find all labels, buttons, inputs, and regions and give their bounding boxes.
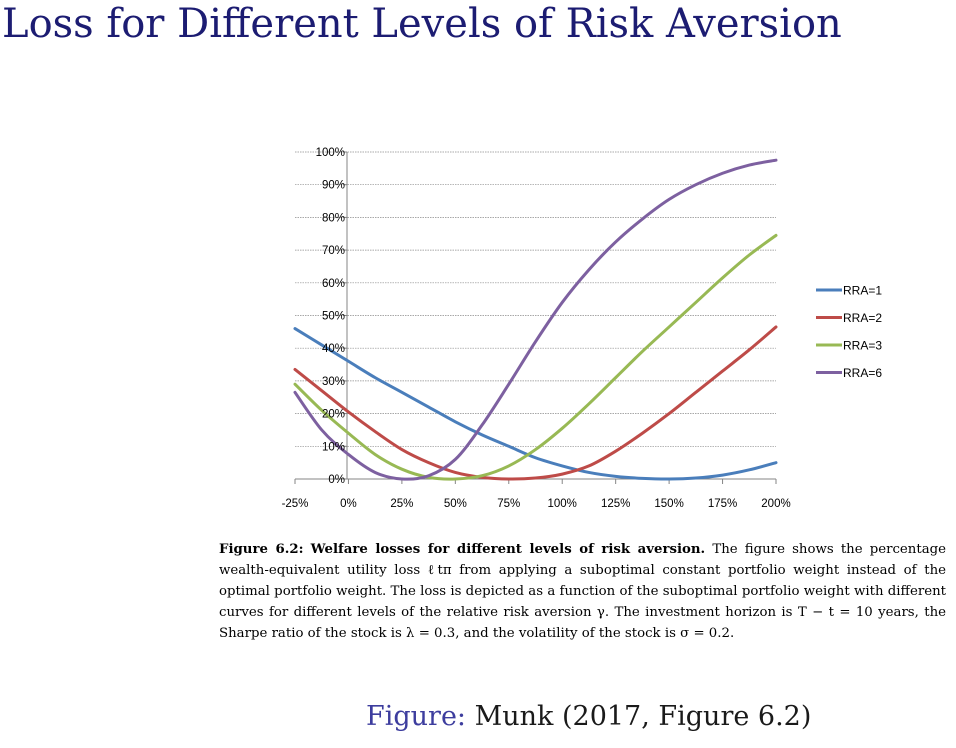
tick-labels: 0% 10% 20% 30% 40% 50% 60% 70% 80% 90% 100% -25% 0% 2…	[282, 147, 791, 510]
y-tick-label: 30%	[322, 376, 345, 388]
source-text: Munk (2017, Figure 6.2)	[474, 701, 812, 732]
y-tick-label: 80%	[322, 212, 345, 224]
y-tick-label: 40%	[322, 343, 345, 355]
source-citation: Figure: Munk (2017, Figure 6.2)	[366, 700, 811, 734]
x-tick-label: 0%	[340, 498, 357, 510]
x-tick-label: 100%	[548, 498, 577, 510]
legend-label-rra-1: RRA=1	[843, 284, 882, 298]
y-tick-label: 20%	[322, 409, 345, 421]
x-tick-label: 25%	[390, 498, 413, 510]
y-tick-label: 10%	[322, 441, 345, 453]
y-tick-label: 70%	[322, 245, 345, 257]
caption-bold-title: Welfare losses for different levels of r…	[310, 542, 706, 557]
x-tick-label: 175%	[708, 498, 737, 510]
legend-label-rra-6: RRA=6	[843, 366, 882, 380]
series-line-rra-6	[293, 158, 778, 481]
x-tick-label: 125%	[601, 498, 630, 510]
legend-label-rra-3: RRA=3	[843, 339, 882, 353]
x-tick-label: 200%	[761, 498, 790, 510]
y-tick-label: 90%	[322, 180, 345, 192]
y-tick-label: 0%	[328, 474, 345, 486]
x-tick-label: 150%	[654, 498, 683, 510]
series-line-rra-2	[293, 325, 778, 481]
x-tick-label: 75%	[497, 498, 520, 510]
source-label: Figure:	[366, 701, 467, 732]
figure-caption: Figure 6.2: Welfare losses for different…	[219, 539, 946, 644]
legend-label-rra-2: RRA=2	[843, 311, 882, 325]
y-tick-label: 60%	[322, 278, 345, 290]
caption-text: The figure shows the percentage wealth-e…	[219, 542, 947, 641]
caption-label: Figure 6.2:	[219, 542, 304, 557]
y-tick-label: 100%	[316, 147, 345, 159]
slide-title: Loss for Different Levels of Risk Aversi…	[2, 1, 842, 47]
loss-chart: 0% 10% 20% 30% 40% 50% 60% 70% 80% 90% 100% -25% 0% 2…	[282, 147, 883, 510]
x-tick-label: -25%	[282, 498, 309, 510]
x-tick-label: 50%	[444, 498, 467, 510]
chart-axes	[294, 151, 777, 484]
series-lines	[293, 158, 778, 481]
series-line-rra-3	[293, 233, 778, 481]
grid-lines	[295, 151, 776, 447]
chart-legend: RRA=1 RRA=2 RRA=3 RRA=6	[816, 284, 882, 380]
y-tick-label: 50%	[322, 311, 345, 323]
series-line-rra-1	[293, 327, 778, 481]
